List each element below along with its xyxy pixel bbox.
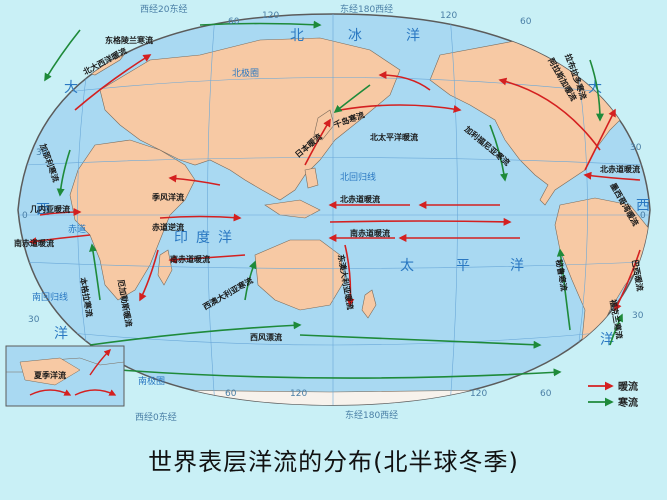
label-s-eq-atlantic: 南赤道暖流 [14,238,54,248]
tick-top-2: 120 [262,11,279,21]
legend: 暖流 寒流 [588,380,638,409]
tick-right-1: 0 [640,211,646,221]
cold-current-w-australia [244,260,257,301]
land-greenland-right [609,27,650,71]
label-n-eq-atlantic: 北赤道暖流 [600,164,640,174]
legend-cold-label: 寒流 [617,396,638,409]
tick-bottom-2: 120 [290,389,307,399]
warm-current-agulhas [139,249,159,302]
tick-top-5: 60 [520,17,532,27]
warm-current-kuroshio [304,118,331,166]
cold-current-peru [556,248,571,331]
tick-bottom-3: 东经180西经 [345,409,398,421]
cold-current-westerly-2 [299,334,542,349]
land-philippines [304,167,319,189]
warm-current-guinea [39,208,82,217]
ocean-label-14: 西 [636,198,650,214]
cold-current-california [489,124,508,182]
ocean-label-12: 洋 [510,258,524,274]
tick-top-1: 60 [228,17,240,27]
warm-current-north-atlantic [498,77,601,151]
tick-bottom-1: 60 [225,389,237,399]
warm-current-s-eq-atlantic [28,234,91,246]
cold-current-westerly-1 [89,321,302,346]
tick-right-2: 30 [632,311,644,321]
tick-left-2: 30 [28,315,40,325]
legend-warm-label: 暖流 [618,380,638,393]
ocean-label-9: 洋 [218,230,232,246]
tick-bottom-0: 西经0东经 [135,411,177,423]
tick-left-1: 0 [22,211,28,221]
tick-left-0: 30 [36,148,48,158]
ocean-label-7: 印 [174,230,188,246]
arctic-circle-label: 北极圈 [232,67,259,79]
tick-top-4: 120 [440,11,457,21]
warm-current-countercurrent-ind [159,213,242,222]
land-australia [254,239,346,311]
tropic-north-label: 北回归线 [340,171,376,183]
ocean-label-4: 北 [290,28,304,44]
label-s-eq-indian: 南赤道暖流 [170,254,210,264]
tick-top-3: 东经180西经 [340,3,393,15]
antarctic-circle-label: 南极圈 [138,375,165,387]
cold-current-westerly-3 [119,368,562,379]
ocean-label-11: 平 [456,258,470,274]
cold-current-arctic [199,20,322,29]
cold-current-benguela [89,243,101,301]
warm-current-brazil [614,249,641,312]
warm-current-north-atlantic-2 [74,54,152,111]
cold-current-canary [56,149,71,197]
tropic-south-label: 南回归线 [32,291,68,303]
equator-label: 赤道 [68,223,86,235]
ocean-label-6: 洋 [406,28,420,44]
warm-current-n-eq-atlantic [583,171,641,181]
land-indonesia [264,199,321,219]
ocean-label-5: 冰 [348,28,362,44]
ocean-label-10: 太 [400,258,414,274]
warm-current-e-australia [344,244,355,307]
land-new-zealand [361,289,377,319]
warm-current-countercurrent-pac [329,217,512,226]
ocean-label-13: 大 [588,80,602,96]
tick-top-0: 西经20东经 [140,3,187,15]
label-n-pacific: 北太平洋暖流 [370,132,418,142]
warm-current-monsoon [168,174,221,186]
warm-current-alaska [378,71,431,91]
ocean-label-1: 大 [64,80,78,96]
tick-bottom-4: 120 [470,389,487,399]
cold-currents [44,20,623,379]
cold-current-east-greenland [44,29,81,82]
map-title: 世界表层洋流的分布(北半球冬季) [148,448,519,476]
label-westerly-drift: 西风漂流 [250,332,282,342]
inset-label: 夏季洋流 [33,370,66,380]
ocean-label-8: 度 [196,230,210,246]
warm-currents [28,54,641,312]
label-s-eq-pacific: 南赤道暖流 [350,228,390,238]
label-guinea: 几内亚暖流 [30,204,70,214]
tick-right-0: 30 [630,143,642,153]
tick-labels: 西经20东经 60 120 东经180西经 120 60 西经0东经 60 12… [22,3,646,423]
tick-bottom-5: 60 [540,389,552,399]
cold-current-oyashio [333,84,371,113]
warm-current-s-eq-indian [168,254,246,264]
ocean-label-3: 洋 [54,326,68,342]
label-n-eq-pacific: 北赤道暖流 [340,194,380,204]
warm-current-n-pacific [339,104,462,113]
warm-current-gulf [584,108,616,171]
cold-current-labrador [589,59,604,122]
label-east-greenland: 东格陵兰寒流 [105,35,153,45]
cold-current-falkland [609,313,623,346]
inset-summer-currents: 夏季洋流 [5,345,125,407]
label-monsoon: 季风洋流 [151,192,184,202]
label-countercurrent: 赤道逆流 [152,222,184,232]
